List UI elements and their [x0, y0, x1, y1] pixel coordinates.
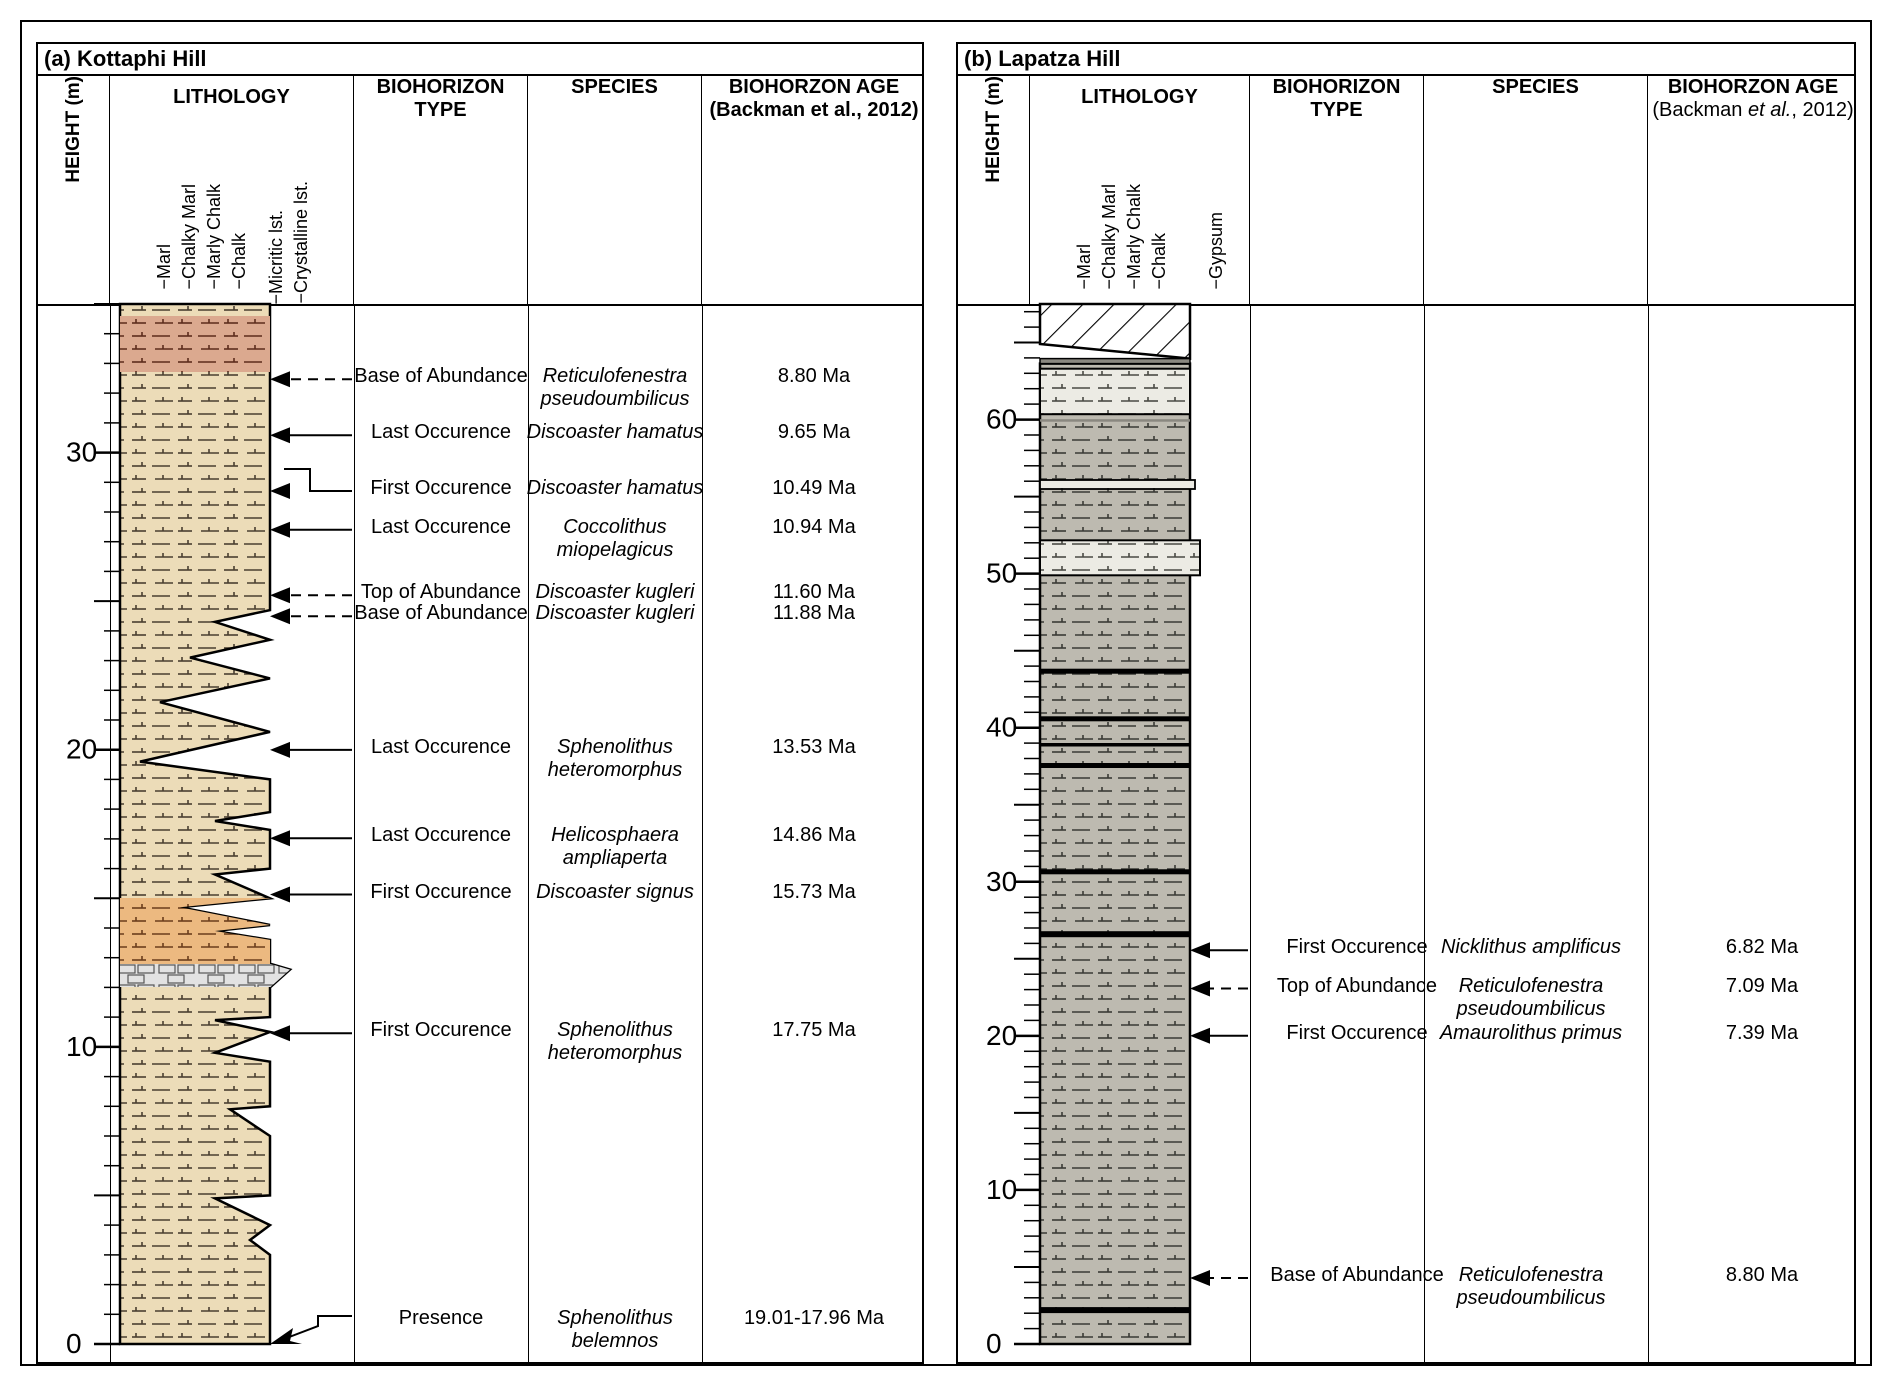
svg-text:10: 10	[66, 1031, 97, 1062]
svg-text:30: 30	[66, 437, 97, 468]
svg-text:20: 20	[66, 734, 97, 765]
svg-text:0: 0	[986, 1328, 1002, 1359]
svg-text:40: 40	[986, 712, 1017, 743]
svg-text:10: 10	[986, 1174, 1017, 1205]
svg-text:60: 60	[986, 404, 1017, 435]
svg-text:20: 20	[986, 1020, 1017, 1051]
svg-text:50: 50	[986, 558, 1017, 589]
svg-text:30: 30	[986, 866, 1017, 897]
svg-text:0: 0	[66, 1328, 82, 1359]
